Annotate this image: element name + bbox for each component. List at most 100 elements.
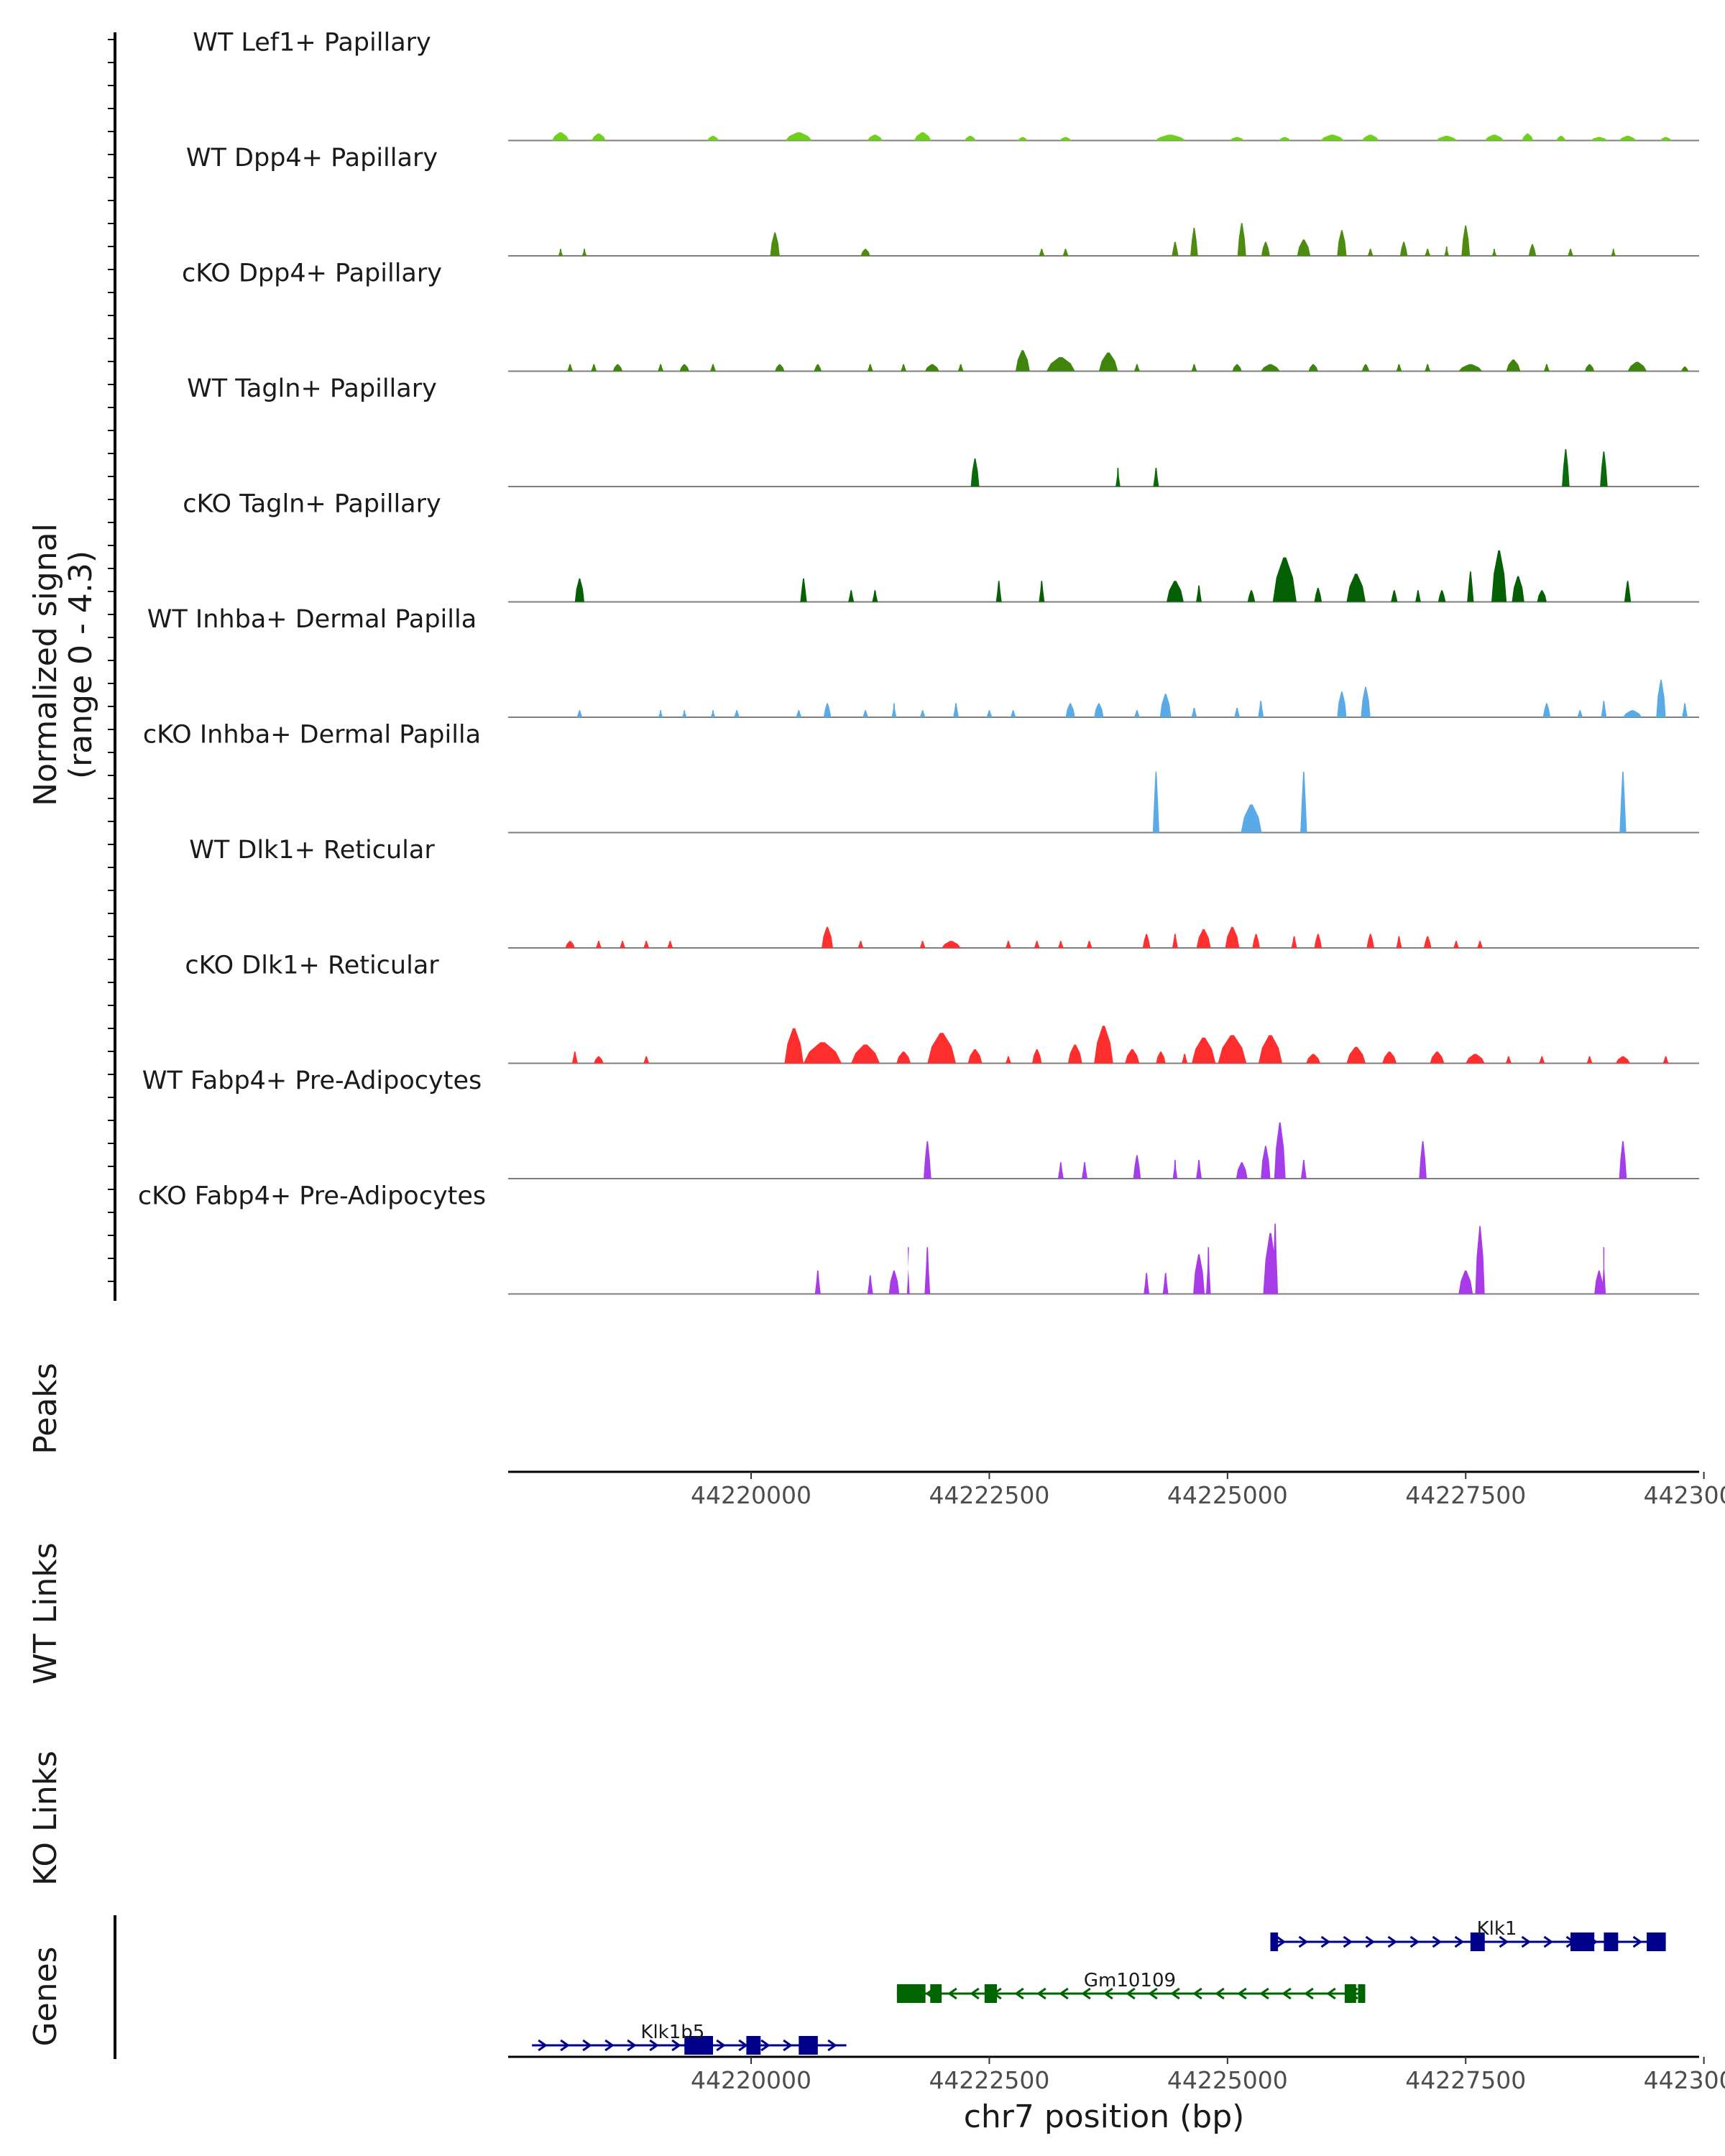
signal-peak	[1167, 581, 1184, 602]
exon	[896, 1984, 926, 2003]
signal-peak	[1306, 1054, 1321, 1064]
strand-arrow	[1276, 1935, 1287, 1948]
signal-peak	[814, 364, 822, 372]
signal-peak	[643, 1056, 650, 1064]
signal-peak	[1094, 1026, 1113, 1064]
signal-peak	[596, 941, 602, 948]
strand-arrow	[1632, 1935, 1643, 1948]
signal-peak	[814, 1270, 821, 1294]
signal-peak	[1466, 1054, 1485, 1064]
strand-arrow	[1521, 1935, 1532, 1948]
strand-arrow	[947, 1987, 957, 2000]
signal-peak	[785, 132, 812, 141]
signal-peak	[851, 1044, 880, 1064]
signal-peak	[888, 1270, 900, 1294]
signal-peak	[1015, 350, 1030, 372]
signal-peak	[906, 1247, 910, 1294]
exon	[746, 2036, 761, 2055]
signal-peak	[1236, 1162, 1248, 1179]
strand-arrow	[1215, 1987, 1225, 2000]
signal-peak	[1611, 249, 1616, 256]
strand-arrow	[1304, 1987, 1314, 2000]
signal-peak	[1543, 364, 1550, 372]
track-label: WT Fabp4+ Pre-Adipocytes	[142, 1067, 482, 1095]
signal-peak	[1361, 134, 1379, 141]
strand-arrow	[1170, 1987, 1180, 2000]
track-7: cKO Inhba+ Dermal Papilla	[143, 721, 1699, 834]
signal-peak	[1261, 1146, 1271, 1179]
signal-peak	[1086, 941, 1092, 948]
x-tick-label: 44225000	[1167, 1481, 1288, 1509]
track-5: cKO Tagln+ Papillary	[183, 490, 1699, 603]
exon	[1344, 1984, 1356, 2003]
strand-arrow	[538, 2039, 548, 2052]
strand-arrow	[738, 2039, 748, 2052]
signal-peak	[1191, 708, 1197, 717]
signal-peak	[1586, 1056, 1593, 1064]
track-label: cKO Fabp4+ Pre-Adipocytes	[138, 1182, 486, 1211]
signal-peak	[1601, 701, 1607, 717]
signal-peak	[1006, 1056, 1011, 1064]
signal-peak	[1616, 1056, 1630, 1064]
signal-peak	[565, 941, 575, 948]
signal-peak	[1337, 230, 1347, 256]
signal-peak	[1346, 1046, 1366, 1064]
track-3: cKO Dpp4+ Papillary	[182, 259, 1699, 372]
signal-peak	[770, 232, 780, 256]
signal-peak	[1232, 364, 1242, 372]
signal-peak	[891, 703, 897, 717]
signal-peak	[1039, 249, 1045, 256]
signal-peak	[1206, 1247, 1211, 1294]
strand-arrow	[1036, 1987, 1046, 2000]
signal-peak	[1247, 590, 1256, 602]
strand-arrow	[1543, 1935, 1554, 1948]
signal-peak	[1623, 710, 1642, 717]
signal-peak	[1453, 941, 1459, 948]
signal-peak	[1006, 941, 1011, 948]
signal-peak	[1098, 352, 1118, 372]
signal-peak	[1619, 136, 1637, 141]
signal-peak	[896, 1051, 911, 1064]
signal-peak	[1484, 134, 1504, 141]
signal-peak	[1444, 247, 1449, 256]
signal-peak	[995, 581, 1002, 602]
signal-peak	[800, 578, 807, 602]
strand-arrow	[1237, 1987, 1247, 2000]
signal-peak	[1144, 1273, 1150, 1294]
x-tick-label: 44220000	[691, 2066, 811, 2094]
signal-peak	[1491, 550, 1507, 602]
signal-peak	[1477, 941, 1484, 948]
strand-arrow	[1103, 1987, 1113, 2000]
track-10: WT Fabp4+ Pre-Adipocytes	[142, 1067, 1699, 1179]
signal-peak	[1396, 936, 1402, 948]
signal-peak	[1522, 133, 1534, 141]
x-tick-label: 44227500	[1405, 1481, 1526, 1509]
signal-peak	[1272, 1223, 1279, 1294]
signal-peak	[1366, 934, 1374, 948]
signal-peak	[1314, 588, 1322, 602]
signal-peak	[1438, 590, 1446, 602]
signal-peak	[1458, 1270, 1473, 1294]
signal-peak	[1396, 364, 1402, 372]
signal-peak	[1133, 364, 1140, 372]
track-label: cKO Dpp4+ Papillary	[182, 259, 442, 288]
signal-peak	[612, 364, 623, 372]
signal-peak	[796, 710, 802, 717]
exon	[1270, 1932, 1279, 1951]
signal-peak	[1234, 708, 1241, 717]
signal-peak	[823, 703, 832, 717]
signal-peak	[1346, 573, 1366, 602]
strand-arrow	[1320, 1935, 1331, 1948]
signal-peak	[1382, 1051, 1397, 1064]
strand-arrow	[1148, 1987, 1158, 2000]
signal-peak	[1491, 249, 1497, 256]
signal-peak	[1156, 1051, 1166, 1064]
signal-peak	[986, 710, 993, 717]
signal-peak	[1159, 694, 1172, 717]
signal-peak	[1225, 926, 1240, 948]
signal-peak	[734, 710, 740, 717]
signal-peak	[707, 136, 719, 141]
signal-peak	[710, 710, 716, 717]
signal-peak	[1252, 934, 1260, 948]
signal-peak	[594, 1056, 604, 1064]
